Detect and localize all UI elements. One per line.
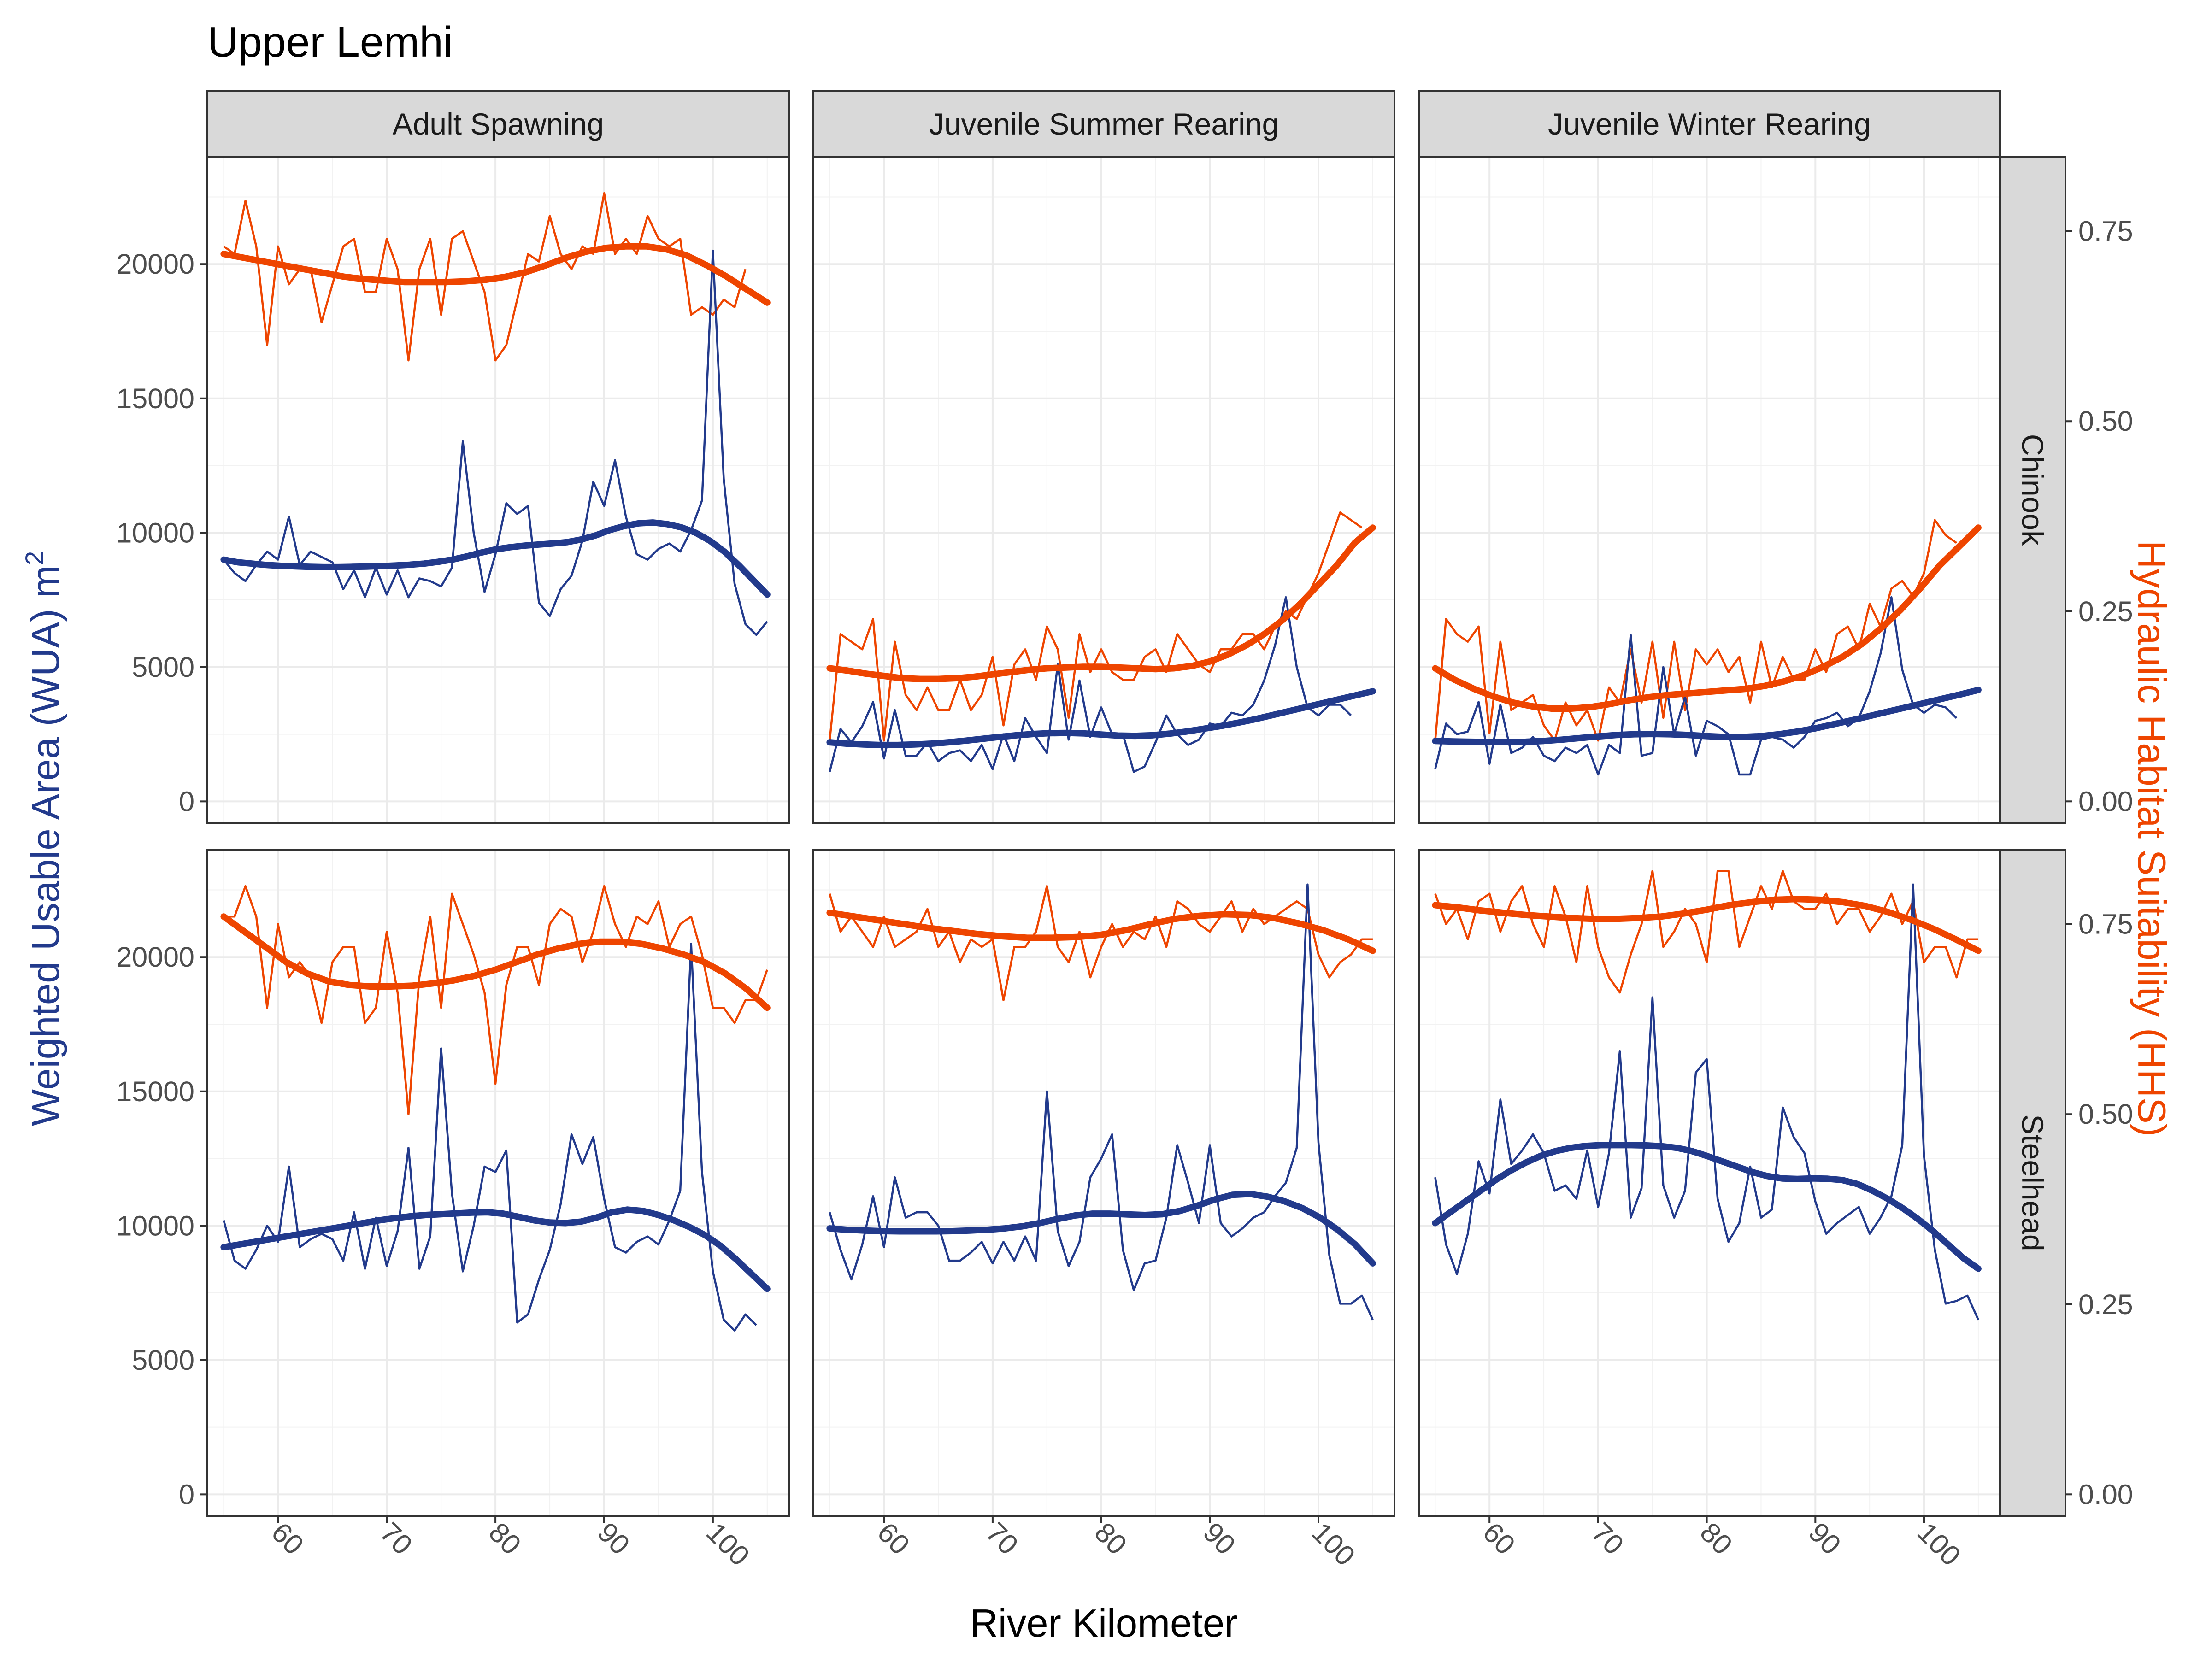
strip-row-box xyxy=(1999,156,2066,824)
series-wua-smooth xyxy=(826,1191,1376,1267)
strip-column-0: Adult Spawning xyxy=(206,90,790,158)
series-hhs-smooth xyxy=(1432,896,1982,954)
series-wua-line xyxy=(223,942,757,1332)
panel-0-2 xyxy=(1418,156,2001,824)
panel-1-1 xyxy=(812,849,1395,1517)
strip-row-label: Steelhead xyxy=(2016,1114,2050,1251)
y-tick-label-right: 0.00 xyxy=(2078,786,2133,817)
series-wua-line xyxy=(829,883,1374,1321)
y-tick-label-left: 15000 xyxy=(116,383,194,414)
y-axis-left-title-main: Weighted Usable Area (WUA) m xyxy=(24,565,68,1126)
series-wua-line xyxy=(1434,883,1979,1321)
series-wua-smooth xyxy=(220,519,771,598)
strip-column-label: Juvenile Winter Rearing xyxy=(1548,107,1871,141)
x-axis-title: River Kilometer xyxy=(970,1602,1238,1645)
y-tick-label-left: 5000 xyxy=(132,1344,194,1376)
series-wua-smooth xyxy=(1432,687,1982,745)
series-hhs-smooth xyxy=(220,913,771,1011)
strip-column-1: Juvenile Summer Rearing xyxy=(812,90,1395,158)
y-tick-label-right: 0.25 xyxy=(2078,1289,2133,1320)
y-tick-label-left: 20000 xyxy=(116,941,194,973)
y-tick-label-left: 0 xyxy=(179,786,194,817)
series-hhs-smooth xyxy=(1432,524,1982,712)
panels-layer xyxy=(206,156,2001,1517)
strip-row-box xyxy=(1999,849,2066,1517)
y-tick-label-left: 0 xyxy=(179,1479,194,1510)
y-axis-right-title: Hydraulic Habitat Suitability (HHS) xyxy=(2130,540,2173,1137)
y-tick-label-left: 20000 xyxy=(116,248,194,280)
strip-column-box xyxy=(812,90,1395,158)
series-hhs-line xyxy=(1434,869,1978,994)
panel-background xyxy=(1419,157,2000,823)
series-wua-line xyxy=(223,249,768,636)
y-tick-label-left: 15000 xyxy=(116,1076,194,1107)
y-axis-left-title-superscript: 2 xyxy=(20,551,49,565)
series-hhs-smooth xyxy=(220,243,771,306)
panel-border xyxy=(206,849,790,1517)
strip-row-label: Chinook xyxy=(2016,434,2050,546)
y-tick-label-left: 10000 xyxy=(116,517,194,548)
y-tick-label-left: 10000 xyxy=(116,1210,194,1241)
y-tick-label-right: 0.75 xyxy=(2078,216,2133,247)
strip-column-label: Juvenile Summer Rearing xyxy=(929,107,1279,141)
strip-row-0: Chinook xyxy=(1999,156,2066,824)
series-hhs-line xyxy=(224,885,768,1115)
y-tick-label-right: 0.25 xyxy=(2078,596,2133,627)
y-tick-label-right: 0.00 xyxy=(2078,1479,2133,1510)
panel-1-2 xyxy=(1418,849,2001,1517)
strip-column-2: Juvenile Winter Rearing xyxy=(1418,90,2001,158)
strip-column-box xyxy=(1418,90,2001,158)
series-wua-smooth xyxy=(826,688,1376,748)
series-wua-line xyxy=(1434,596,1958,776)
y-axis-left-title: Weighted Usable Area (WUA) m2 xyxy=(20,551,68,1126)
strip-column-box xyxy=(206,90,790,158)
panel-border xyxy=(812,849,1395,1517)
chart-title: Upper Lemhi xyxy=(207,18,453,66)
series-hhs-smooth xyxy=(826,524,1376,682)
panel-background xyxy=(207,850,789,1516)
series-hhs-smooth xyxy=(826,910,1376,954)
y-tick-label-right: 0.50 xyxy=(2078,405,2133,437)
panel-background xyxy=(1419,850,2000,1516)
axes-layer: Adult Spawning Juvenile Summer Rearing Juv… xyxy=(116,90,2133,1572)
y-tick-label-right: 0.75 xyxy=(2078,909,2133,940)
panel-background xyxy=(813,157,1394,823)
panel-background xyxy=(813,850,1394,1516)
panel-0-0 xyxy=(206,156,790,824)
panel-0-1 xyxy=(812,156,1395,824)
y-tick-label-right: 0.50 xyxy=(2078,1098,2133,1130)
y-tick-label-left: 5000 xyxy=(132,651,194,683)
strip-column-label: Adult Spawning xyxy=(393,107,604,141)
series-wua-smooth xyxy=(1432,1142,1982,1272)
panel-1-0 xyxy=(206,849,790,1517)
series-wua-smooth xyxy=(220,1206,771,1292)
strip-row-1: Steelhead xyxy=(1999,849,2066,1517)
